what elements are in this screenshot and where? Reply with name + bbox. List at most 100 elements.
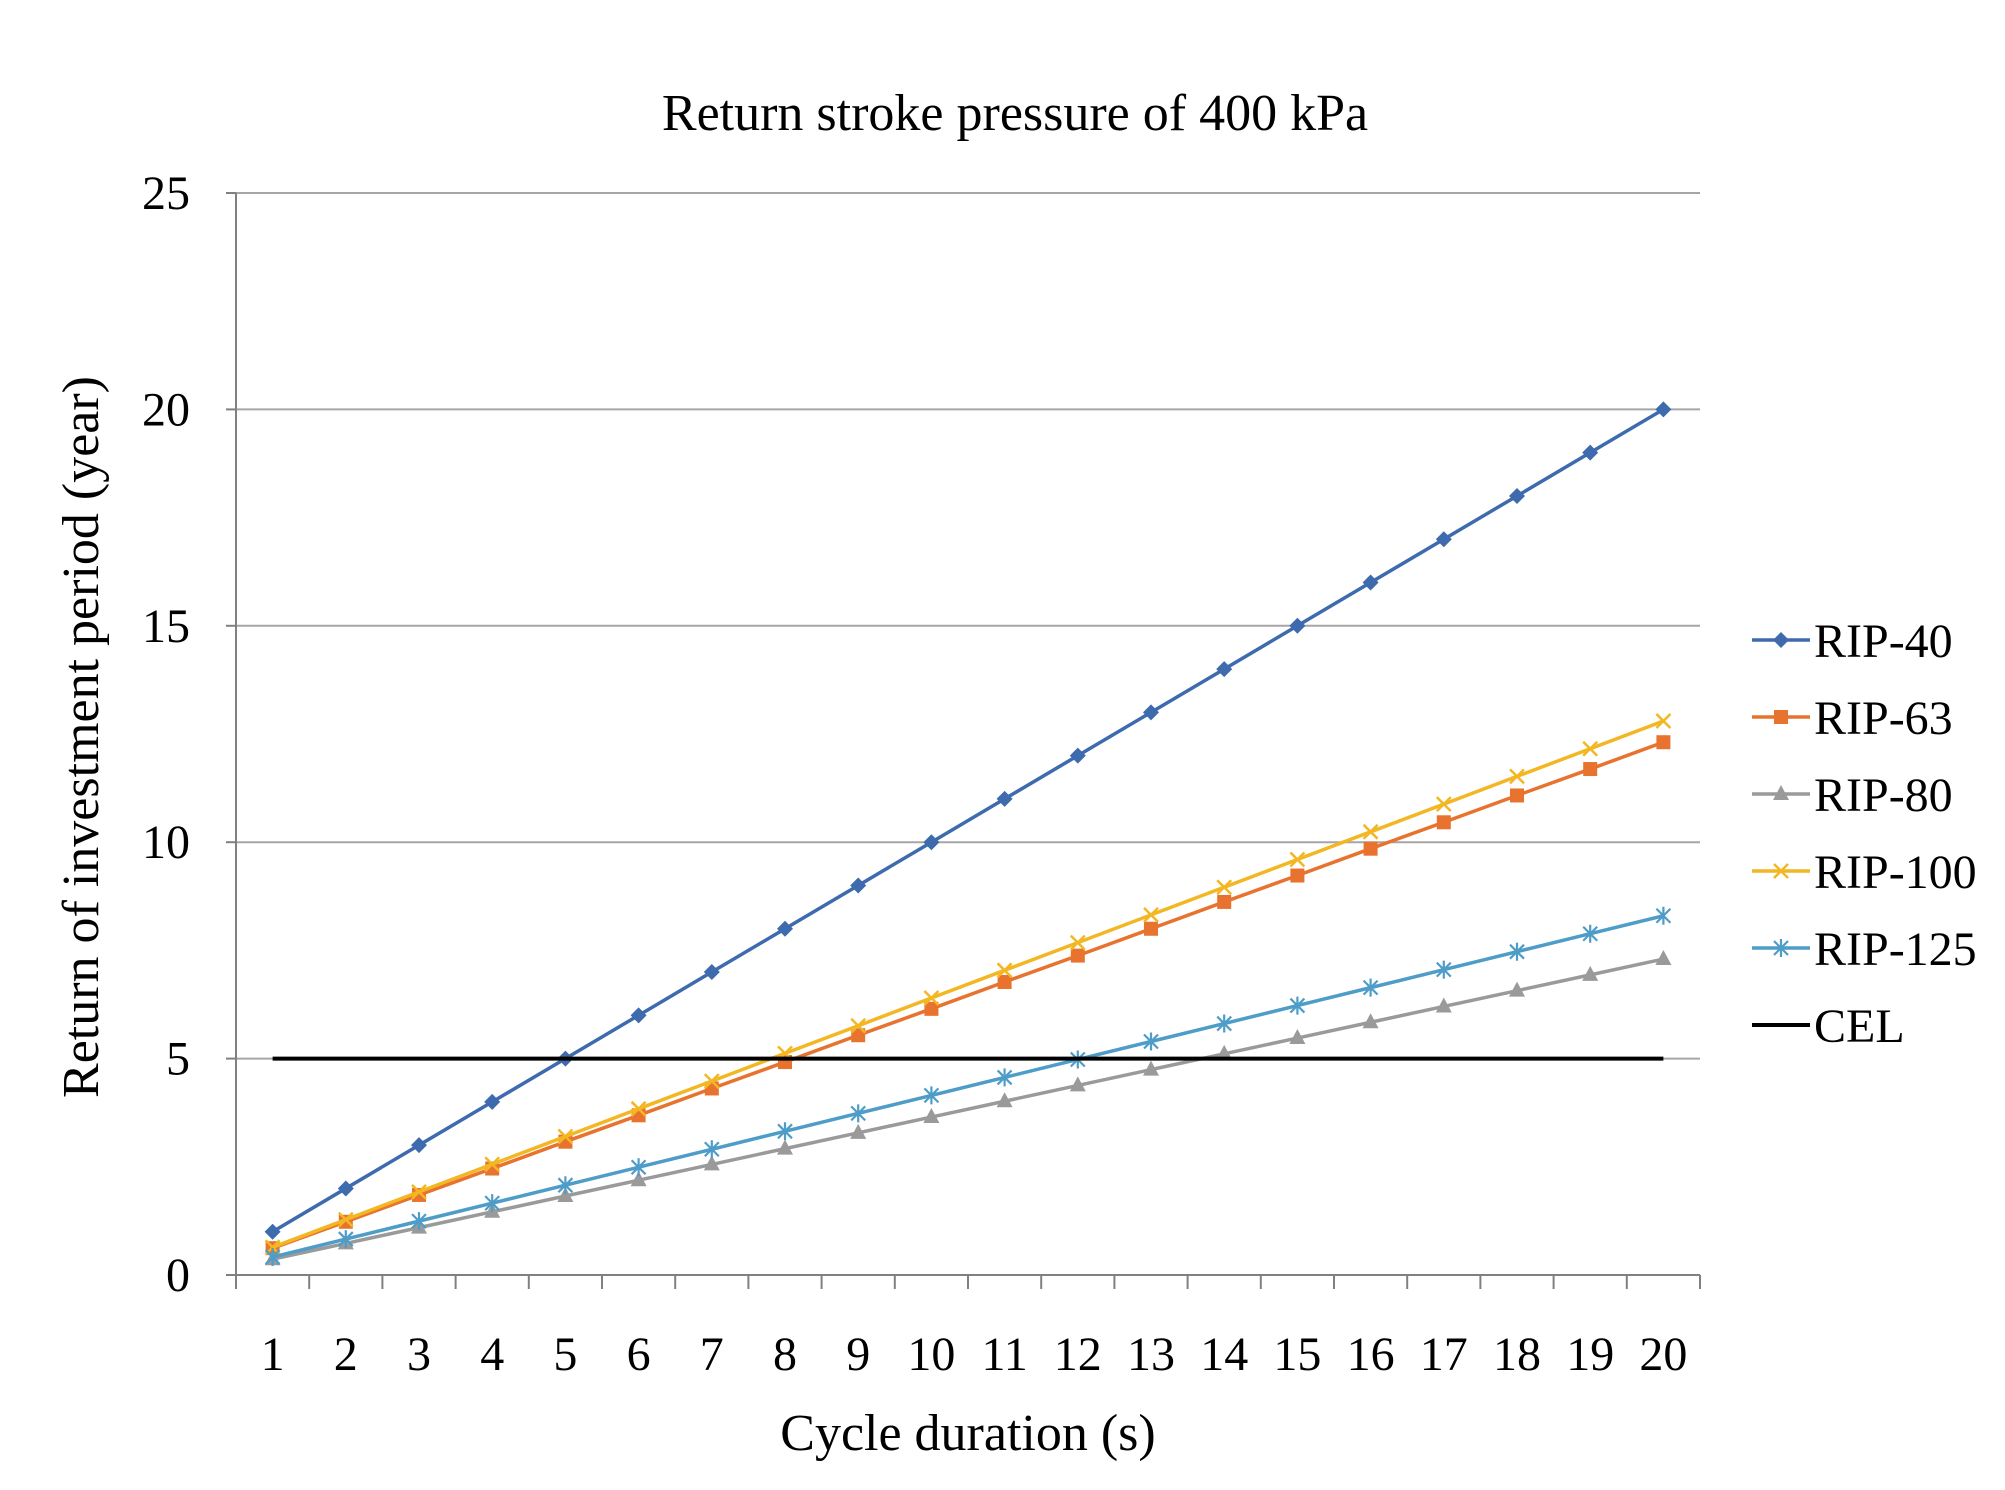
data-point bbox=[630, 1100, 647, 1117]
data-point bbox=[264, 1248, 281, 1267]
data-point bbox=[1655, 401, 1672, 418]
data-point bbox=[1362, 1013, 1379, 1029]
data-point bbox=[1435, 796, 1452, 812]
data-point bbox=[630, 1007, 647, 1024]
data-point bbox=[1363, 841, 1378, 856]
legend-marker bbox=[1774, 710, 1788, 724]
data-point bbox=[777, 920, 793, 937]
y-axis-title: Return of investment period (year) bbox=[53, 376, 110, 1098]
data-point bbox=[1509, 942, 1525, 961]
data-point bbox=[557, 1176, 574, 1195]
series-rip-63 bbox=[265, 735, 1671, 1256]
data-point bbox=[1583, 762, 1598, 777]
x-axis-title: Cycle duration (s) bbox=[780, 1405, 1155, 1462]
data-point bbox=[924, 1001, 939, 1016]
data-point bbox=[1289, 1029, 1306, 1045]
y-tick-label: 5 bbox=[166, 1033, 190, 1086]
x-tick-label: 12 bbox=[1054, 1328, 1102, 1381]
data-point bbox=[777, 1122, 793, 1141]
data-point bbox=[704, 1140, 720, 1159]
data-point bbox=[850, 1017, 867, 1034]
data-point bbox=[777, 1139, 793, 1155]
data-point bbox=[997, 974, 1012, 989]
data-point bbox=[1216, 879, 1233, 896]
data-point bbox=[850, 1104, 866, 1123]
data-point bbox=[703, 1073, 720, 1089]
x-tick-label: 16 bbox=[1347, 1328, 1395, 1381]
chart-title: Return stroke pressure of 400 kPa bbox=[662, 85, 1368, 142]
x-tick-label: 7 bbox=[700, 1328, 724, 1381]
data-point bbox=[1435, 997, 1452, 1013]
data-point bbox=[1436, 815, 1451, 830]
data-point bbox=[1582, 740, 1599, 757]
data-point bbox=[1143, 1032, 1159, 1051]
legend-entry: RIP-100 bbox=[1752, 846, 1977, 899]
data-point bbox=[850, 877, 867, 894]
legend-marker bbox=[1773, 632, 1789, 648]
legend-label: RIP-125 bbox=[1814, 923, 1977, 976]
data-point bbox=[557, 1128, 574, 1145]
data-point bbox=[1509, 768, 1525, 785]
data-point bbox=[1217, 894, 1232, 909]
data-point bbox=[923, 1086, 940, 1105]
series-line bbox=[272, 914, 1664, 1259]
data-point bbox=[411, 1137, 427, 1154]
data-point bbox=[1143, 907, 1159, 923]
data-point bbox=[1143, 704, 1159, 721]
series-line bbox=[272, 957, 1664, 1261]
data-point bbox=[1362, 823, 1379, 840]
data-point bbox=[337, 1180, 354, 1197]
x-tick-label: 13 bbox=[1127, 1328, 1175, 1381]
legend-label: RIP-80 bbox=[1814, 769, 1953, 822]
data-point bbox=[996, 962, 1013, 979]
data-point bbox=[1509, 487, 1525, 504]
series-line bbox=[272, 740, 1665, 1250]
legend-label: CEL bbox=[1814, 1000, 1905, 1053]
data-point bbox=[1435, 531, 1452, 548]
data-point bbox=[1289, 617, 1306, 634]
x-tick-label: 10 bbox=[907, 1328, 955, 1381]
data-point bbox=[1069, 747, 1086, 764]
data-point bbox=[630, 1158, 647, 1177]
y-tick-label: 25 bbox=[142, 167, 190, 220]
data-point bbox=[1436, 960, 1452, 979]
data-point bbox=[1509, 981, 1525, 997]
x-tick-label: 1 bbox=[261, 1328, 285, 1381]
x-tick-label: 5 bbox=[553, 1328, 577, 1381]
data-point bbox=[1289, 996, 1306, 1015]
data-point bbox=[484, 1194, 500, 1213]
data-point bbox=[1655, 713, 1672, 729]
legend-marker bbox=[1773, 785, 1789, 800]
data-point bbox=[1582, 965, 1599, 981]
data-point bbox=[1655, 906, 1672, 925]
x-tick-label: 8 bbox=[773, 1328, 797, 1381]
data-point bbox=[1216, 661, 1233, 678]
y-tick-label: 10 bbox=[142, 816, 190, 869]
x-tick-label: 4 bbox=[480, 1328, 504, 1381]
data-point bbox=[996, 1068, 1013, 1087]
data-point bbox=[703, 1155, 720, 1171]
x-tick-label: 2 bbox=[334, 1328, 358, 1381]
data-point bbox=[996, 790, 1013, 807]
data-point bbox=[337, 1211, 354, 1228]
data-point bbox=[1070, 948, 1085, 963]
x-tick-label: 19 bbox=[1566, 1328, 1614, 1381]
legend-entry: RIP-125 bbox=[1752, 923, 1977, 976]
x-tick-label: 9 bbox=[846, 1328, 870, 1381]
data-point bbox=[1143, 1060, 1159, 1076]
gridlines bbox=[236, 192, 1700, 1060]
series-lines bbox=[264, 401, 1672, 1267]
legend-entry: CEL bbox=[1752, 1000, 1905, 1053]
data-point bbox=[1289, 851, 1306, 868]
data-point bbox=[1362, 978, 1379, 997]
data-point bbox=[923, 834, 940, 851]
x-tick-label: 11 bbox=[981, 1328, 1027, 1381]
data-point bbox=[630, 1171, 647, 1187]
x-tick-label: 6 bbox=[627, 1328, 651, 1381]
series-rip-100 bbox=[264, 713, 1672, 1256]
data-point bbox=[1069, 1076, 1086, 1092]
data-point bbox=[557, 1187, 574, 1203]
data-point bbox=[1362, 574, 1379, 591]
data-point bbox=[1216, 1014, 1232, 1033]
legend-label: RIP-63 bbox=[1814, 692, 1953, 745]
